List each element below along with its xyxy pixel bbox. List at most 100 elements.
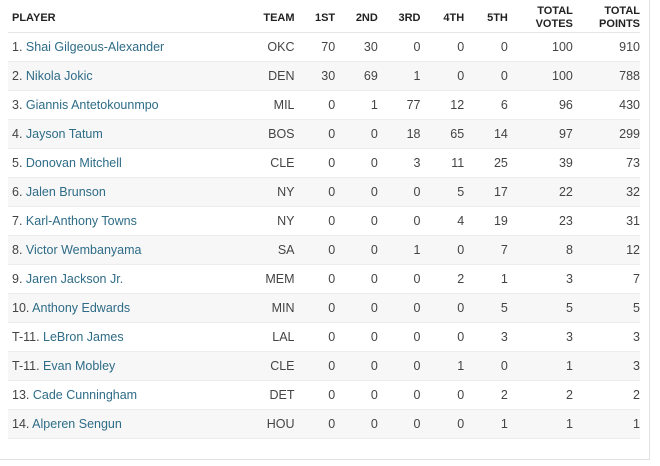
total-points: 3 bbox=[572, 351, 640, 381]
player-name-link[interactable]: Alperen Sengun bbox=[32, 417, 122, 431]
fourth-place-votes: 2 bbox=[420, 264, 465, 294]
first-place-votes: 0 bbox=[294, 119, 336, 149]
header-total-points-line2: POINTS bbox=[599, 18, 640, 30]
player-name-link[interactable]: Jalen Brunson bbox=[25, 185, 106, 199]
total-points: 2 bbox=[572, 380, 640, 410]
player-rank: 8. bbox=[12, 243, 26, 257]
player-rank: 6. bbox=[12, 185, 26, 199]
player-cell: 7. Karl-Anthony Towns bbox=[8, 206, 250, 236]
first-place-votes: 0 bbox=[294, 264, 336, 294]
team-cell: DET bbox=[249, 380, 295, 410]
player-name-link[interactable]: Giannis Antetokounmpo bbox=[25, 98, 159, 112]
player-name-link[interactable]: LeBron James bbox=[43, 330, 124, 344]
fifth-place-votes: 14 bbox=[464, 119, 508, 149]
player-rank: 13. bbox=[12, 388, 33, 402]
fourth-place-votes: 5 bbox=[420, 177, 465, 207]
table-row: 10. Anthony Edwards MIN 0 0 0 0 5 5 5 bbox=[8, 293, 640, 323]
header-team[interactable]: TEAM bbox=[249, 4, 295, 33]
player-name-link[interactable]: Cade Cunningham bbox=[32, 388, 138, 402]
player-name-link[interactable]: Anthony Edwards bbox=[32, 301, 131, 315]
second-place-votes: 0 bbox=[335, 293, 378, 323]
player-name-link[interactable]: Nikola Jokic bbox=[25, 69, 93, 83]
third-place-votes: 18 bbox=[377, 119, 421, 149]
player-cell: 8. Victor Wembanyama bbox=[8, 235, 250, 265]
total-votes: 100 bbox=[507, 32, 573, 62]
player-rank: 10. bbox=[12, 301, 33, 315]
total-points: 73 bbox=[572, 148, 640, 178]
total-votes: 39 bbox=[507, 148, 573, 178]
first-place-votes: 0 bbox=[294, 322, 336, 352]
total-votes: 3 bbox=[507, 322, 573, 352]
second-place-votes: 30 bbox=[335, 32, 378, 62]
player-name-link[interactable]: Evan Mobley bbox=[43, 359, 116, 373]
player-cell: 4. Jayson Tatum bbox=[8, 119, 250, 149]
fifth-place-votes: 2 bbox=[464, 380, 508, 410]
total-points: 910 bbox=[572, 32, 640, 62]
player-name-link[interactable]: Shai Gilgeous-Alexander bbox=[25, 40, 165, 54]
first-place-votes: 30 bbox=[294, 61, 336, 91]
third-place-votes: 0 bbox=[377, 322, 421, 352]
table-row: 3. Giannis Antetokounmpo MIL 0 1 77 12 6… bbox=[8, 90, 640, 120]
player-name-link[interactable]: Victor Wembanyama bbox=[25, 243, 142, 257]
header-player[interactable]: PLAYER bbox=[8, 4, 250, 33]
player-name-link[interactable]: Jaren Jackson Jr. bbox=[25, 272, 124, 286]
header-first-place[interactable]: 1ST bbox=[294, 4, 336, 33]
table-row: T-11. LeBron James LAL 0 0 0 0 3 3 3 bbox=[8, 322, 640, 352]
player-cell: T-11. Evan Mobley bbox=[8, 351, 250, 381]
header-total-points[interactable]: TOTAL POINTS bbox=[572, 4, 640, 33]
first-place-votes: 0 bbox=[294, 235, 336, 265]
second-place-votes: 0 bbox=[335, 206, 378, 236]
player-name-link[interactable]: Donovan Mitchell bbox=[25, 156, 122, 170]
second-place-votes: 0 bbox=[335, 148, 378, 178]
second-place-votes: 0 bbox=[335, 351, 378, 381]
fourth-place-votes: 0 bbox=[420, 61, 465, 91]
total-votes: 2 bbox=[507, 380, 573, 410]
player-rank: 14. bbox=[12, 417, 33, 431]
player-cell: 14. Alperen Sengun bbox=[8, 409, 250, 439]
total-votes: 8 bbox=[507, 235, 573, 265]
team-cell: DEN bbox=[249, 61, 295, 91]
header-fourth-place[interactable]: 4TH bbox=[420, 4, 465, 33]
player-rank: 7. bbox=[12, 214, 26, 228]
mvp-voting-table: PLAYER TEAM 1ST 2ND 3RD 4TH 5TH TOTAL VO… bbox=[8, 4, 640, 439]
fourth-place-votes: 0 bbox=[420, 409, 465, 439]
table-row: 14. Alperen Sengun HOU 0 0 0 0 1 1 1 bbox=[8, 409, 640, 439]
second-place-votes: 0 bbox=[335, 235, 378, 265]
player-rank: 5. bbox=[12, 156, 26, 170]
fifth-place-votes: 0 bbox=[464, 61, 508, 91]
player-cell: 13. Cade Cunningham bbox=[8, 380, 250, 410]
total-votes: 1 bbox=[507, 351, 573, 381]
header-total-votes[interactable]: TOTAL VOTES bbox=[507, 4, 573, 33]
total-points: 1 bbox=[572, 409, 640, 439]
player-name-link[interactable]: Jayson Tatum bbox=[25, 127, 103, 141]
first-place-votes: 0 bbox=[294, 409, 336, 439]
team-cell: CLE bbox=[249, 148, 295, 178]
first-place-votes: 70 bbox=[294, 32, 336, 62]
second-place-votes: 69 bbox=[335, 61, 378, 91]
total-votes: 5 bbox=[507, 293, 573, 323]
third-place-votes: 0 bbox=[377, 409, 421, 439]
fifth-place-votes: 0 bbox=[464, 351, 508, 381]
team-cell: BOS bbox=[249, 119, 295, 149]
header-fifth-place[interactable]: 5TH bbox=[464, 4, 508, 33]
fifth-place-votes: 1 bbox=[464, 264, 508, 294]
first-place-votes: 0 bbox=[294, 177, 336, 207]
team-cell: OKC bbox=[249, 32, 295, 62]
third-place-votes: 0 bbox=[377, 380, 421, 410]
player-rank: 4. bbox=[12, 127, 26, 141]
header-total-points-line1: TOTAL bbox=[604, 5, 640, 17]
table-row: 5. Donovan Mitchell CLE 0 0 3 11 25 39 7… bbox=[8, 148, 640, 178]
total-votes: 97 bbox=[507, 119, 573, 149]
player-rank: 2. bbox=[12, 69, 26, 83]
player-rank: T-11. bbox=[12, 359, 44, 373]
second-place-votes: 0 bbox=[335, 177, 378, 207]
header-second-place[interactable]: 2ND bbox=[335, 4, 378, 33]
fourth-place-votes: 1 bbox=[420, 351, 465, 381]
table-row: 4. Jayson Tatum BOS 0 0 18 65 14 97 299 bbox=[8, 119, 640, 149]
table-row: 7. Karl-Anthony Towns NY 0 0 0 4 19 23 3… bbox=[8, 206, 640, 236]
player-name-link[interactable]: Karl-Anthony Towns bbox=[25, 214, 137, 228]
second-place-votes: 0 bbox=[335, 119, 378, 149]
header-third-place[interactable]: 3RD bbox=[377, 4, 421, 33]
team-cell: CLE bbox=[249, 351, 295, 381]
fifth-place-votes: 5 bbox=[464, 293, 508, 323]
